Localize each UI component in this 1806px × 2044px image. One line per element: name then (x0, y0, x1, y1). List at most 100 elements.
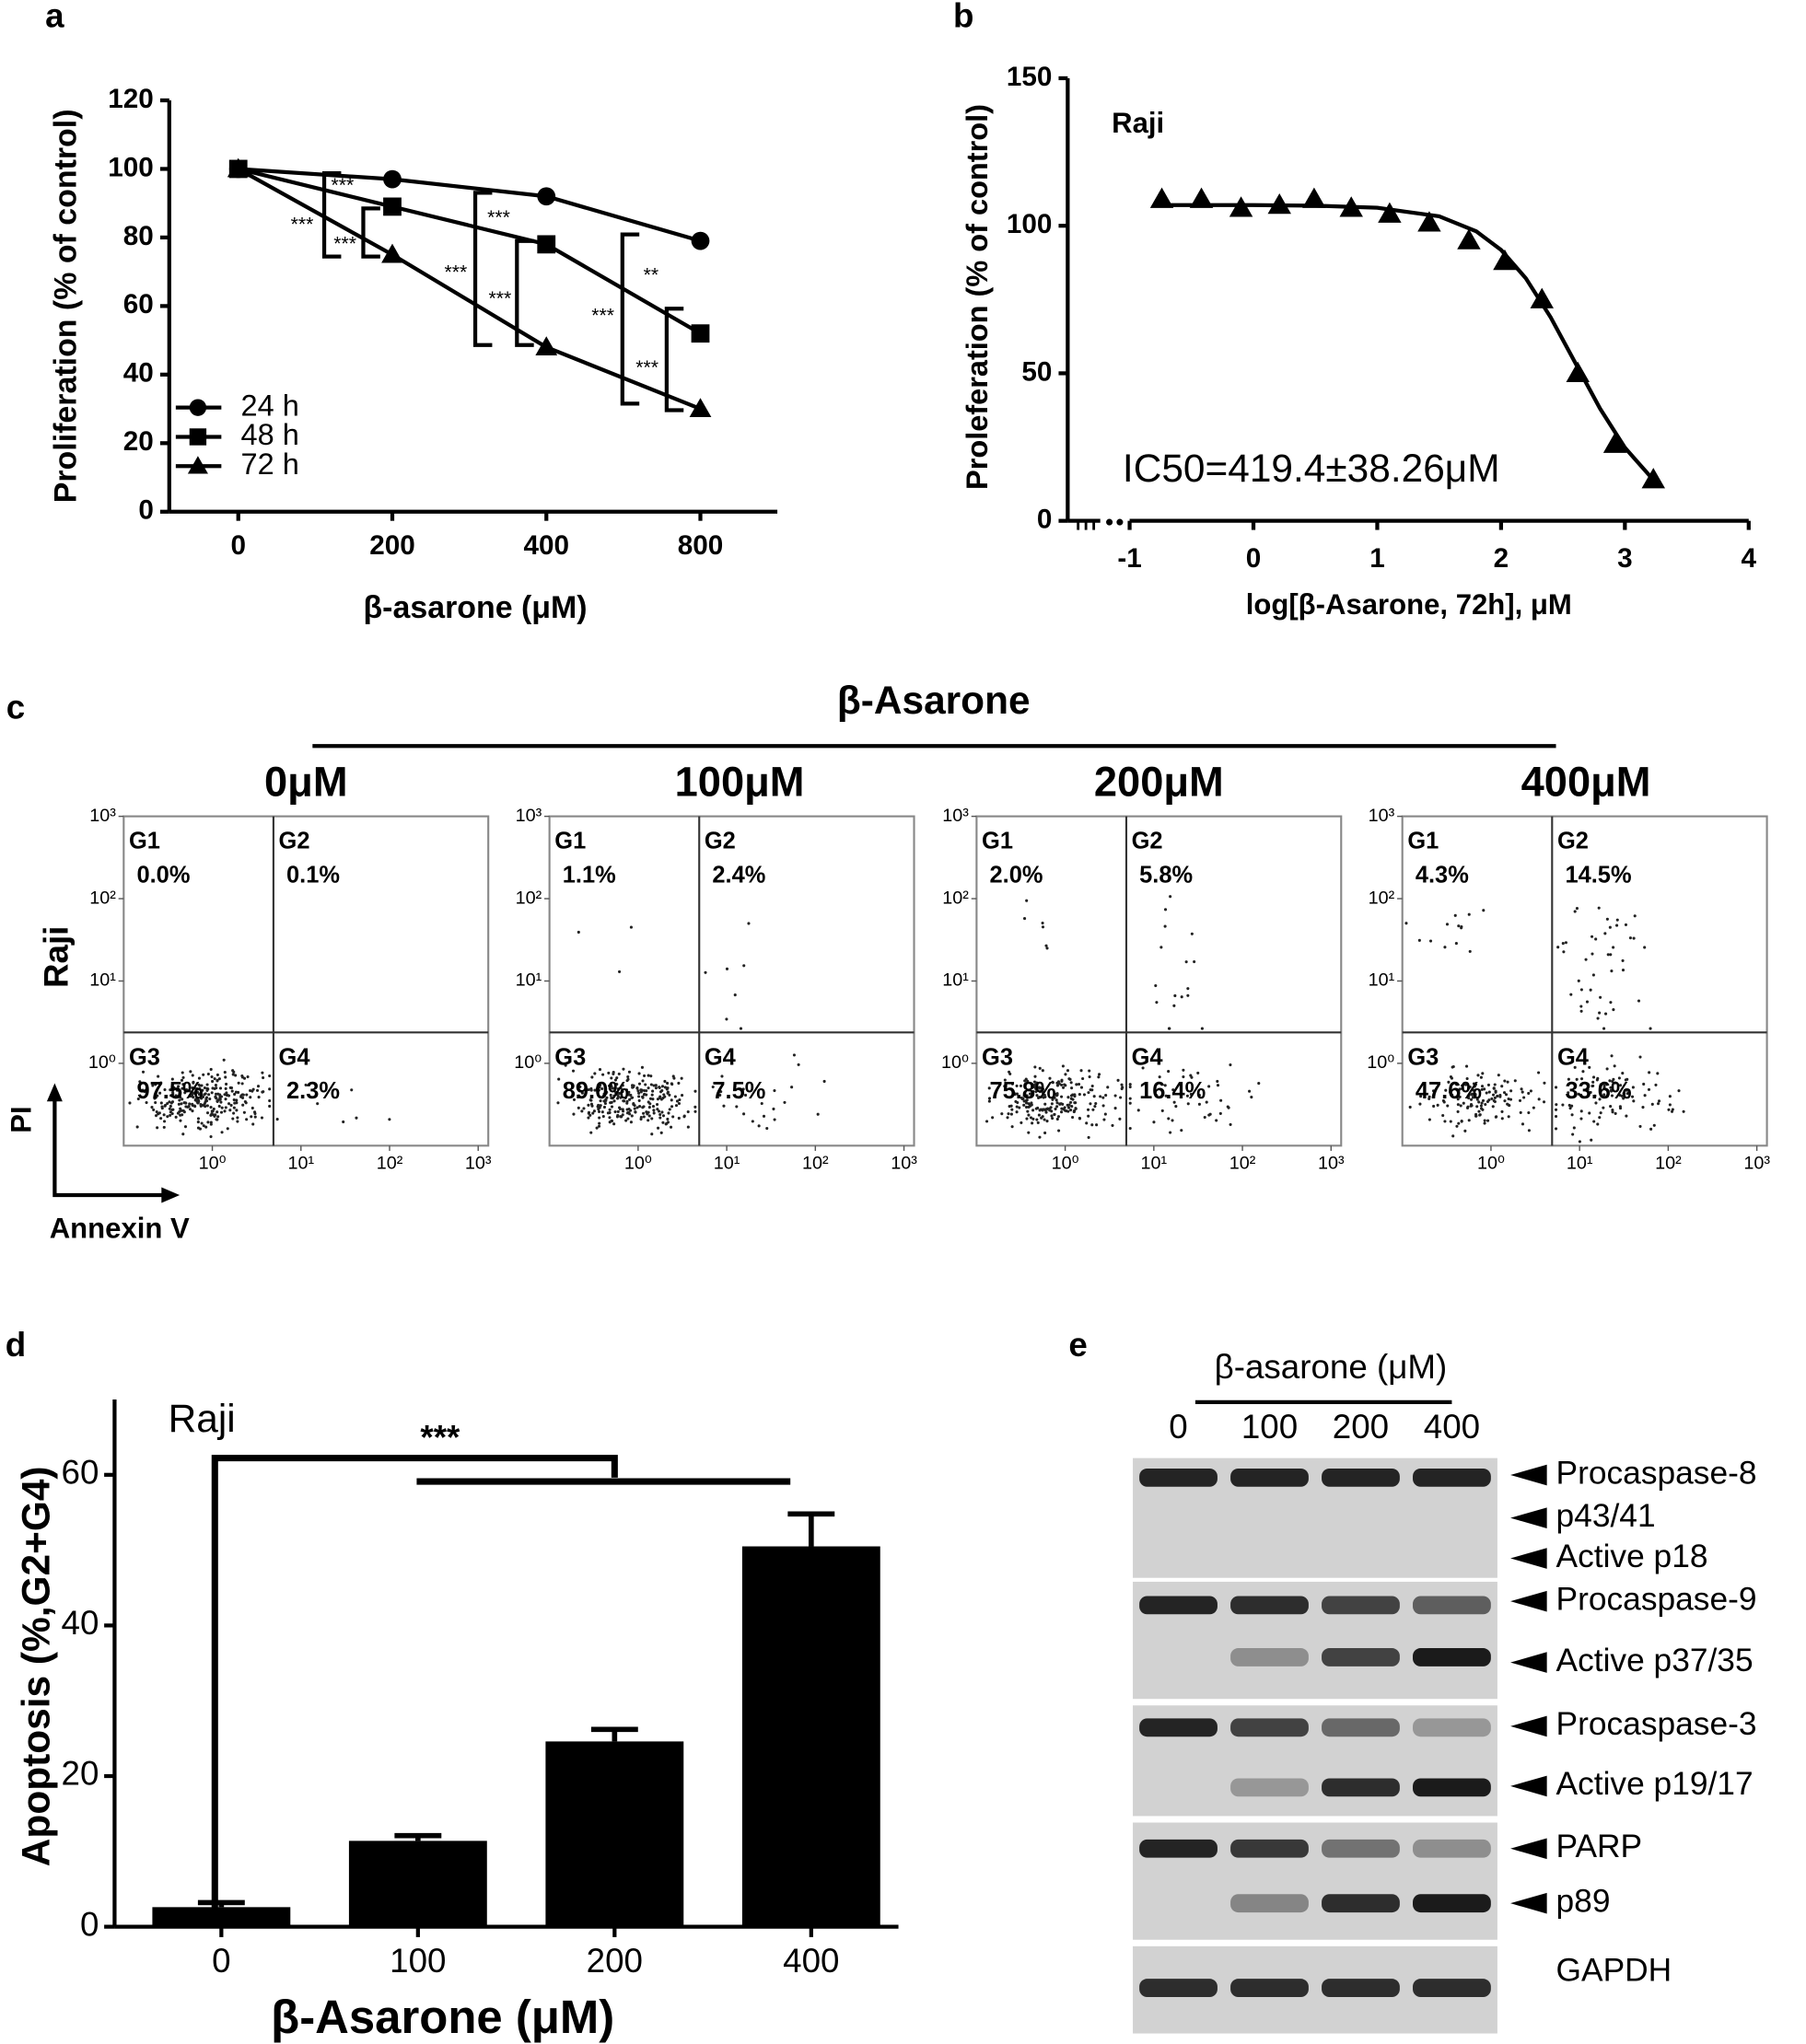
event-dot (1136, 1109, 1140, 1112)
event-dot (206, 1121, 210, 1124)
event-dot (593, 1072, 597, 1075)
event-dot (177, 1102, 181, 1106)
y-tick-label: 10² (942, 888, 969, 908)
event-dot (645, 1089, 648, 1093)
event-dot (1502, 1091, 1507, 1095)
event-dot (1027, 1113, 1031, 1117)
event-dot (169, 1088, 172, 1092)
event-dot (233, 1092, 237, 1097)
event-dot (1554, 1108, 1558, 1111)
event-dot (1055, 1084, 1060, 1087)
marker (1566, 361, 1590, 382)
event-dot (1056, 1115, 1061, 1119)
event-dot (1121, 1086, 1124, 1089)
event-dot (1064, 1073, 1067, 1076)
event-dot (199, 1091, 203, 1095)
x-tick-label: 10² (377, 1153, 403, 1173)
event-dot (616, 1087, 620, 1091)
event-dot (1171, 1119, 1174, 1122)
event-dot (1106, 1086, 1110, 1089)
event-dot (1554, 1086, 1558, 1089)
event-dot (587, 1111, 590, 1115)
gate-label: G2 (279, 829, 310, 854)
event-dot (580, 1109, 584, 1113)
event-dot (658, 1112, 662, 1117)
event-dot (1667, 1108, 1671, 1111)
event-dot (601, 1073, 605, 1076)
event-dot (1603, 1012, 1608, 1016)
event-dot (1022, 917, 1027, 921)
event-dot (162, 1113, 166, 1117)
event-dot (209, 1067, 213, 1072)
event-dot (668, 1093, 671, 1097)
event-dot (194, 1087, 198, 1091)
event-dot (1610, 1094, 1614, 1097)
y-tick-label: 60 (123, 289, 154, 319)
marker (383, 197, 402, 216)
event-dot (231, 1073, 235, 1076)
event-dot (1527, 1091, 1531, 1096)
event-dot (1144, 1083, 1148, 1086)
event-dot (1624, 1078, 1627, 1082)
event-dot (168, 1100, 171, 1104)
event-dot (1090, 1085, 1094, 1088)
event-dot (744, 1093, 748, 1097)
x-tick-label: 4 (1742, 543, 1757, 574)
event-dot (1035, 1094, 1039, 1097)
event-dot (1043, 1102, 1047, 1106)
x-tick-label: 800 (678, 530, 724, 561)
event-dot (624, 1088, 629, 1092)
event-dot (1038, 1090, 1042, 1094)
x-tick-label: 200 (369, 530, 415, 561)
event-dot (693, 1109, 697, 1113)
event-dot (205, 1104, 209, 1108)
event-dot (1473, 1096, 1476, 1099)
event-dot (660, 1085, 665, 1088)
event-dot (637, 1098, 641, 1102)
event-dot (1404, 922, 1408, 925)
events (985, 895, 1261, 1139)
event-dot (1128, 1083, 1132, 1086)
event-dot (1033, 1083, 1037, 1086)
events (1404, 906, 1685, 1144)
event-dot (1200, 1027, 1204, 1030)
gate-percent: 97.5% (136, 1078, 203, 1104)
event-dot (179, 1119, 182, 1122)
event-dot (649, 1083, 653, 1086)
event-dot (268, 1104, 272, 1109)
event-dot (647, 1114, 651, 1118)
event-dot (1496, 1094, 1499, 1098)
event-dot (623, 1096, 627, 1099)
event-dot (1521, 1122, 1525, 1126)
event-dot (205, 1111, 210, 1115)
event-dot (1446, 1104, 1450, 1108)
event-dot (1486, 1083, 1491, 1086)
y-tick-label: 40 (62, 1604, 99, 1642)
event-dot (733, 993, 737, 997)
band (1230, 1550, 1309, 1568)
event-dot (1456, 1090, 1461, 1094)
event-dot (1460, 1120, 1463, 1123)
event-dot (186, 1105, 190, 1109)
event-dot (1197, 1094, 1201, 1097)
event-dot (168, 1107, 171, 1110)
event-dot (556, 1101, 560, 1105)
event-dot (232, 1111, 236, 1115)
event-dot (1643, 946, 1647, 949)
y-axis-label: PI (6, 1106, 38, 1132)
event-dot (175, 1088, 179, 1092)
event-dot (169, 1104, 172, 1109)
event-dot (1172, 1004, 1176, 1007)
x-tick-label: 400 (783, 1942, 839, 1980)
event-dot (1586, 1087, 1590, 1092)
event-dot (1167, 1070, 1171, 1074)
event-dot (1594, 1101, 1598, 1105)
event-dot (1606, 953, 1610, 957)
event-dot (1019, 1084, 1023, 1087)
event-dot (1190, 1075, 1194, 1079)
event-dot (619, 1096, 623, 1099)
event-dot (621, 1084, 624, 1087)
panel-label: b (953, 0, 973, 35)
event-dot (1475, 1105, 1479, 1109)
event-dot (159, 1082, 163, 1086)
